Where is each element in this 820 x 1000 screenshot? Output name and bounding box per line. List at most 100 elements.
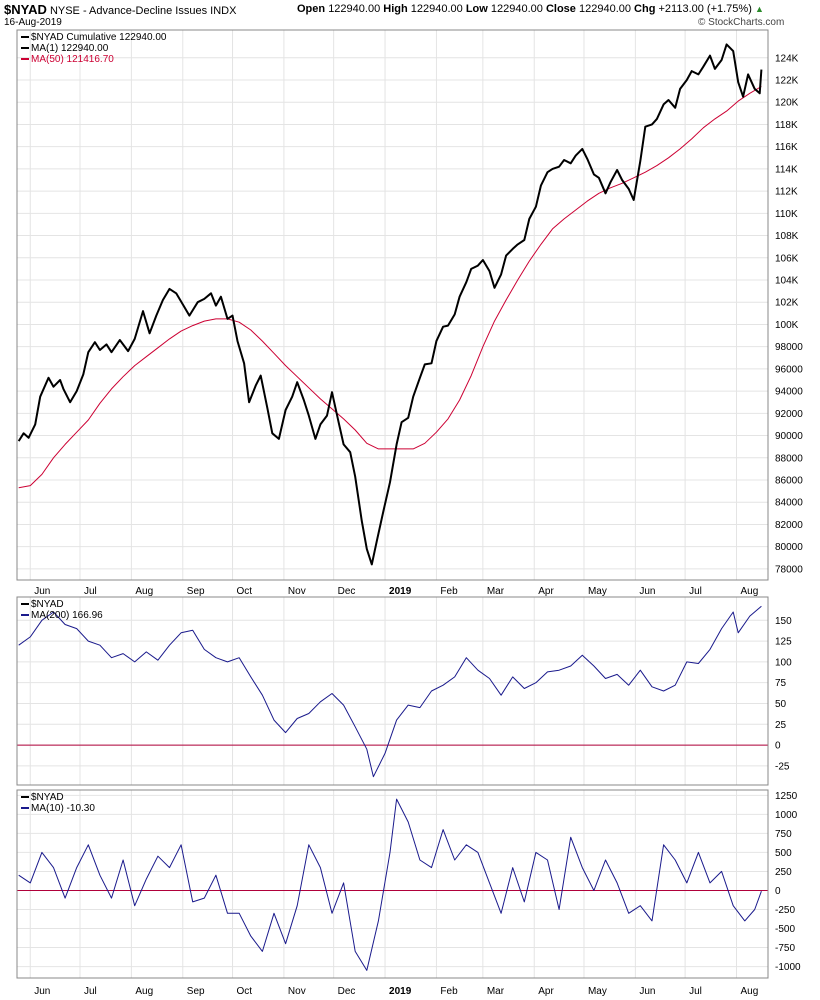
y-tick-label: 100K [775, 320, 799, 331]
x-tick-label: Sep [187, 986, 205, 997]
high-label: High [383, 3, 408, 15]
y-tick-label: 1250 [775, 791, 798, 802]
exchange: INDX [210, 5, 237, 17]
chart-header: $NYAD NYSE - Advance-Decline Issues INDX [4, 2, 236, 17]
legend-entry: $NYAD [31, 599, 64, 610]
y-tick-label: 500 [775, 848, 792, 859]
y-tick-label: 90000 [775, 431, 803, 442]
close-label: Close [545, 3, 576, 15]
y-tick-label: 1000 [775, 810, 798, 821]
panel-frame [16, 789, 769, 979]
x-tick-label: Jun [639, 586, 655, 597]
up-arrow-icon: ▲ [754, 4, 764, 14]
legend-entry: MA(1) 122940.00 [31, 43, 109, 54]
y-tick-label: 122K [775, 76, 799, 87]
panel-frame [16, 29, 769, 581]
x-tick-label: Aug [741, 586, 759, 597]
y-tick-label: 75 [775, 678, 787, 689]
y-tick-label: 106K [775, 253, 799, 264]
x-tick-label: Nov [288, 586, 306, 597]
y-tick-label: 78000 [775, 564, 803, 575]
series-line-ma-10- [18, 798, 762, 971]
x-tick-label: Oct [237, 986, 253, 997]
y-tick-label: 92000 [775, 409, 803, 420]
y-tick-label: -750 [775, 943, 795, 954]
legend-swatch [21, 58, 29, 60]
y-tick-label: -1000 [775, 962, 801, 973]
x-tick-label: Jul [84, 986, 97, 997]
y-tick-label: 100 [775, 657, 792, 668]
y-tick-label: 250 [775, 867, 792, 878]
x-tick-label: Mar [487, 586, 505, 597]
x-tick-label: Feb [440, 986, 458, 997]
y-tick-label: 25 [775, 720, 787, 731]
y-tick-label: 96000 [775, 364, 803, 375]
y-tick-label: 750 [775, 829, 792, 840]
watermark: © StockCharts.com [698, 17, 785, 28]
y-tick-label: 114K [775, 164, 798, 175]
high-value: 122940.00 [410, 3, 463, 15]
legend-entry: $NYAD [31, 792, 64, 803]
x-tick-label: Nov [288, 986, 306, 997]
y-tick-label: -25 [775, 761, 790, 772]
legend-swatch [21, 796, 29, 798]
close-value: 122940.00 [578, 3, 631, 15]
x-tick-label: Dec [338, 986, 356, 997]
x-tick-label: Aug [741, 986, 759, 997]
y-tick-label: 110K [775, 209, 798, 220]
y-tick-label: 116K [775, 142, 798, 153]
legend-entry: MA(50) 121416.70 [31, 54, 114, 65]
y-tick-label: 50 [775, 699, 787, 710]
low-value: 122940.00 [490, 3, 543, 15]
y-tick-label: 80000 [775, 542, 803, 553]
x-tick-label: Mar [487, 986, 505, 997]
x-tick-label: Jul [689, 986, 702, 997]
series-line--nyad-cumulative [17, 43, 763, 566]
y-tick-label: 86000 [775, 476, 803, 487]
y-tick-label: -500 [775, 924, 795, 935]
x-tick-label: May [588, 586, 607, 597]
y-tick-label: 88000 [775, 453, 803, 464]
x-tick-label: Aug [135, 986, 153, 997]
x-tick-label: Sep [187, 586, 205, 597]
legend-swatch [21, 36, 29, 38]
legend-entry: MA(10) -10.30 [31, 803, 95, 814]
legend-swatch [21, 603, 29, 605]
x-tick-label: Apr [538, 586, 554, 597]
legend-swatch [21, 614, 29, 616]
x-tick-label: Jun [639, 986, 655, 997]
chg-value: +2113.00 (+1.75%) [658, 3, 752, 15]
x-tick-label: Apr [538, 986, 554, 997]
y-tick-label: 120K [775, 98, 799, 109]
y-tick-label: 124K [775, 53, 799, 64]
x-tick-label: Feb [440, 586, 458, 597]
y-tick-label: 118K [775, 120, 798, 131]
legend-swatch [21, 47, 29, 49]
x-tick-label: Jun [34, 586, 50, 597]
chg-label: Chg [634, 3, 656, 15]
open-label: Open [297, 3, 326, 15]
y-tick-label: 0 [775, 741, 781, 752]
y-tick-label: 102K [775, 298, 799, 309]
y-tick-label: 108K [775, 231, 799, 242]
ohlc-readout: Open 122940.00 High 122940.00 Low 122940… [297, 3, 764, 15]
x-tick-label: Aug [135, 586, 153, 597]
y-tick-label: 98000 [775, 342, 803, 353]
y-tick-label: 125 [775, 637, 792, 648]
legend-swatch [21, 807, 29, 809]
y-tick-label: 112K [775, 187, 798, 198]
y-tick-label: 150 [775, 616, 792, 627]
y-tick-label: 84000 [775, 498, 803, 509]
symbol-name: NYSE - Advance-Decline Issues [49, 5, 208, 17]
panel-frame [16, 596, 769, 786]
x-tick-label: Jul [84, 586, 97, 597]
x-tick-label: Dec [338, 586, 356, 597]
x-tick-label: Oct [237, 586, 253, 597]
y-tick-label: 104K [775, 276, 799, 287]
y-tick-label: 94000 [775, 387, 803, 398]
chart-date: 16-Aug-2019 [4, 17, 62, 28]
symbol: $NYAD [4, 2, 47, 17]
y-tick-label: -250 [775, 905, 795, 916]
x-tick-label: 2019 [389, 586, 412, 597]
